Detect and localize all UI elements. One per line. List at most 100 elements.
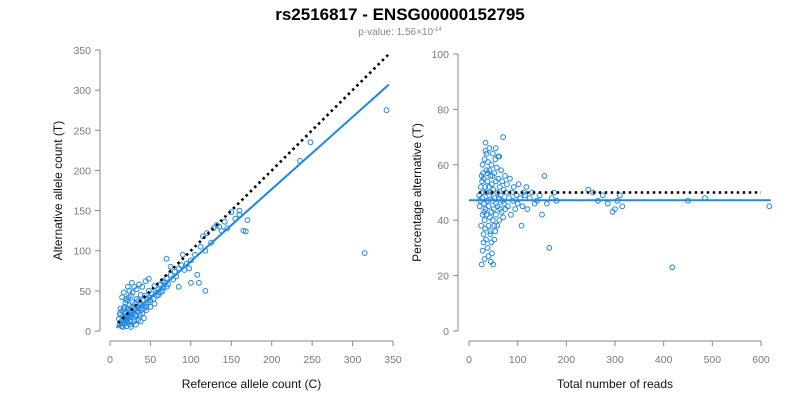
data-point (488, 239, 495, 246)
data-point (485, 222, 492, 229)
data-point (482, 184, 489, 190)
data-point (493, 164, 500, 171)
data-point (508, 211, 514, 218)
data-point (489, 181, 495, 188)
data-point (524, 206, 531, 213)
data-point (188, 279, 194, 286)
data-point (224, 225, 231, 232)
data-point (515, 181, 522, 188)
x-tick-label: 600 (752, 354, 770, 366)
data-point (481, 217, 488, 224)
data-point (242, 228, 249, 235)
data-point (519, 203, 526, 210)
data-point (507, 175, 513, 182)
x-tick-label: 50 (145, 354, 157, 366)
x-tick-label: 0 (107, 354, 113, 366)
x-tick-label: 200 (263, 354, 281, 366)
x-tick-label: 0 (466, 354, 472, 366)
x-tick-label: 100 (182, 354, 200, 366)
data-point (236, 207, 243, 214)
data-point (497, 192, 504, 199)
data-point (202, 288, 209, 294)
fit-line (115, 83, 390, 329)
data-point (590, 189, 596, 196)
data-point (478, 222, 485, 229)
y-tick-label: 100 (431, 49, 449, 61)
data-point (221, 218, 228, 225)
data-point (491, 236, 498, 243)
data-point (481, 256, 488, 262)
data-point (612, 206, 618, 213)
data-point (307, 139, 314, 146)
left-scatter-panel: 0 50 100 150 200 250 300 350 Reference allele co… (51, 45, 402, 391)
data-point (163, 283, 170, 290)
data-point (479, 178, 486, 185)
data-point (128, 279, 135, 286)
data-point (129, 289, 136, 296)
data-point (514, 200, 521, 207)
y-tick-label: 200 (73, 165, 91, 177)
data-points (116, 107, 390, 330)
x-tick-label: 400 (655, 354, 673, 366)
data-point (489, 150, 496, 157)
data-point (485, 159, 491, 165)
data-point (117, 305, 124, 312)
data-point (208, 239, 215, 246)
data-point (489, 173, 496, 179)
data-point (541, 173, 548, 179)
data-point (492, 211, 499, 218)
chart-subtitle: p-value: 1.56×10-14 (358, 27, 442, 38)
y-tick-label: 300 (73, 85, 91, 97)
data-point (210, 225, 217, 232)
data-point (175, 283, 182, 290)
data-point (492, 145, 499, 152)
y-tick-label: 50 (79, 286, 91, 298)
chart-title: rs2516817 - ENSG00000152795 (275, 5, 525, 24)
y-axis: 0 20 40 60 80 100 Percentage alternative (T) (410, 49, 459, 338)
y-tick-label: 60 (437, 160, 449, 172)
data-point (492, 228, 499, 235)
data-point (197, 243, 204, 250)
data-point (133, 321, 139, 328)
data-point (496, 184, 503, 190)
data-point (145, 275, 152, 282)
y-tick-label: 350 (73, 45, 91, 57)
data-point (483, 167, 490, 174)
data-point (495, 153, 502, 160)
data-point (137, 292, 144, 298)
data-point (539, 211, 545, 218)
data-point (159, 288, 166, 294)
y-axis: 0 50 100 150 200 250 300 350 Alternative allele … (51, 45, 101, 338)
x-tick-label: 100 (509, 354, 527, 366)
y-tick-label: 40 (437, 215, 449, 227)
data-point (490, 261, 497, 268)
data-point (617, 192, 623, 199)
data-point (479, 211, 486, 218)
data-point (476, 203, 483, 210)
data-point (604, 200, 611, 207)
data-point (498, 209, 505, 215)
data-point (479, 161, 486, 168)
data-point (669, 264, 676, 271)
data-point (500, 134, 507, 141)
x-tick-label: 300 (606, 354, 624, 366)
data-point (139, 283, 146, 290)
data-point (522, 192, 528, 199)
y-tick-label: 20 (437, 271, 449, 283)
data-point (498, 167, 505, 174)
reference-line (117, 53, 390, 324)
data-point (167, 263, 174, 270)
data-point (505, 203, 511, 210)
data-point (766, 203, 773, 210)
data-point (141, 315, 147, 322)
y-tick-label: 250 (73, 125, 91, 137)
x-axis: 0 50 100 150 200 250 300 350 Reference allele co… (107, 340, 402, 391)
data-point (494, 222, 501, 229)
data-point (361, 250, 368, 257)
data-point (120, 324, 126, 330)
x-axis: 0 100 200 300 400 500 600 Total number of reads (466, 340, 770, 391)
data-point (486, 145, 493, 152)
data-point (196, 279, 202, 286)
